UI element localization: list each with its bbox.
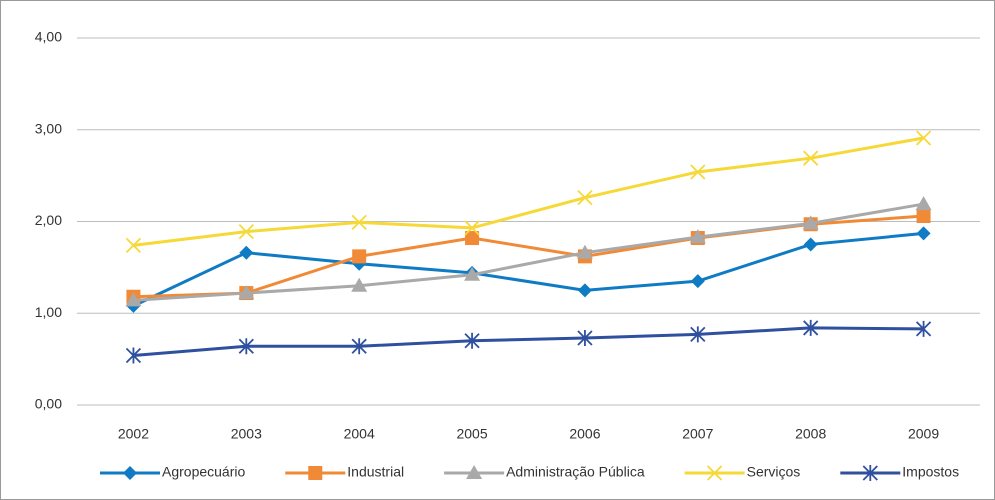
data-point	[465, 231, 480, 246]
y-tick-label: 3,00	[35, 120, 62, 136]
y-tick-label: 4,00	[35, 29, 62, 45]
data-point	[351, 277, 368, 292]
data-point	[915, 130, 932, 146]
x-tick-label: 2006	[569, 426, 600, 442]
x-tick-label: 2009	[908, 426, 939, 442]
data-point	[916, 226, 931, 241]
data-point	[577, 283, 592, 298]
legend-label: Administração Pública	[506, 464, 645, 480]
data-point	[577, 330, 593, 347]
data-point	[689, 229, 706, 244]
x-tick-label: 2004	[344, 426, 375, 442]
data-point	[803, 319, 819, 336]
data-point	[125, 292, 142, 307]
legend-label: Impostos	[902, 464, 959, 480]
series-line	[133, 326, 924, 357]
data-point	[803, 237, 818, 252]
legend-marker	[706, 465, 723, 481]
data-point	[351, 338, 367, 355]
data-point	[464, 220, 480, 236]
data-point	[690, 274, 705, 289]
legend-label: Serviços	[747, 464, 801, 480]
y-tick-label: 0,00	[35, 396, 62, 412]
data-point	[125, 237, 142, 253]
data-point	[915, 196, 932, 211]
legend-marker	[466, 465, 483, 479]
data-point	[238, 338, 254, 355]
data-point	[125, 347, 142, 364]
x-tick-label: 2002	[118, 426, 149, 442]
data-point	[238, 285, 255, 300]
legend-label: Agropecuário	[162, 464, 245, 480]
data-point	[690, 164, 706, 180]
data-point	[351, 214, 367, 231]
data-point	[803, 150, 819, 166]
x-tick-label: 2005	[456, 426, 487, 442]
data-point	[915, 320, 932, 337]
data-point	[238, 223, 254, 240]
y-tick-label: 2,00	[35, 212, 62, 228]
data-point	[576, 244, 593, 259]
data-point	[352, 249, 367, 264]
x-tick-label: 2007	[682, 426, 713, 442]
legend-marker	[862, 465, 878, 481]
series-line	[132, 231, 924, 308]
data-point	[577, 190, 593, 206]
x-tick-label: 2008	[795, 426, 826, 442]
data-point	[916, 208, 931, 223]
legend-label: Industrial	[347, 464, 404, 480]
x-tick-label: 2003	[231, 426, 262, 442]
data-point	[464, 266, 481, 281]
legend-marker	[308, 466, 323, 480]
y-tick-label: 1,00	[35, 304, 62, 320]
series-line	[133, 202, 924, 302]
series-line	[133, 136, 924, 247]
data-point	[464, 332, 480, 349]
legend-marker	[123, 466, 137, 480]
data-point	[239, 245, 254, 260]
data-point	[690, 326, 706, 343]
data-point	[802, 215, 819, 230]
